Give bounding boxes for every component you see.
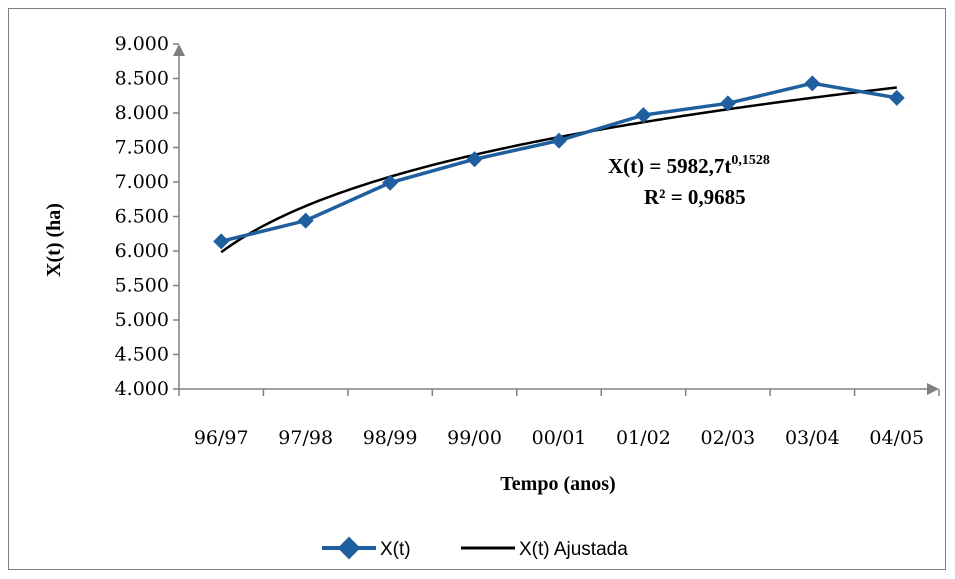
legend-diamond-icon [337,536,361,560]
x-tick-label: 03/04 [785,427,840,449]
y-tick-label: 4.500 [115,344,169,366]
y-tick-label: 7.500 [115,137,169,159]
y-tick-label: 5.500 [115,275,169,297]
y-tick-label: 4.000 [115,378,169,400]
x-tick-label: 01/02 [616,427,671,449]
y-axis-arrow-icon [173,44,185,56]
data-point-marker [466,151,483,168]
x-tick-label: 99/00 [447,427,502,449]
observed-series-line [220,81,898,244]
y-tick-label: 6.000 [115,240,169,262]
data-point-marker [888,89,905,106]
x-tick-label: 98/99 [363,427,418,449]
y-axis-title: X(t) (ha) [43,203,65,277]
observed-series [213,75,905,250]
y-tick-label: 7.000 [115,171,169,193]
x-tick-label: 96/97 [194,427,249,449]
data-point-marker [551,132,567,149]
fitted-power-curve [220,86,897,254]
r-squared-label: R² = 0,9685 [644,185,746,209]
axes [173,44,939,395]
x-axis-title: Tempo (anos) [500,473,615,495]
y-tick-label: 8.000 [115,102,169,124]
fitted-series [220,86,897,254]
data-point-marker [635,107,652,124]
legend-label-series2: X(t) Ajustada [519,539,628,560]
data-point-marker [382,174,399,191]
data-point-marker [804,75,821,92]
y-axis-ticks: 9.000 8.500 8.000 7.500 7.000 6.500 6.000 5.500… [115,33,179,400]
legend-label-series1: X(t) [380,539,411,560]
x-axis-ticks: 96/97 97/98 98/99 99/00 00/01 01/02 02/03 03/04… [178,389,940,449]
y-tick-label: 6.500 [115,206,169,228]
legend: X(t) X(t) Ajustada [322,536,628,560]
fit-equation: X(t) = 5982,7t0,1528 [608,153,770,178]
x-tick-label: 00/01 [532,427,587,449]
x-tick-label: 02/03 [701,427,756,449]
x-tick-label: 97/98 [278,427,333,449]
y-tick-label: 8.500 [115,68,169,90]
y-tick-label: 9.000 [115,33,169,55]
y-tick-label: 5.000 [115,309,169,331]
data-point-marker [297,212,314,229]
x-axis-arrow-icon [927,383,939,395]
data-point-marker [213,233,230,250]
x-tick-label: 04/05 [869,427,924,449]
data-point-marker [719,95,736,112]
